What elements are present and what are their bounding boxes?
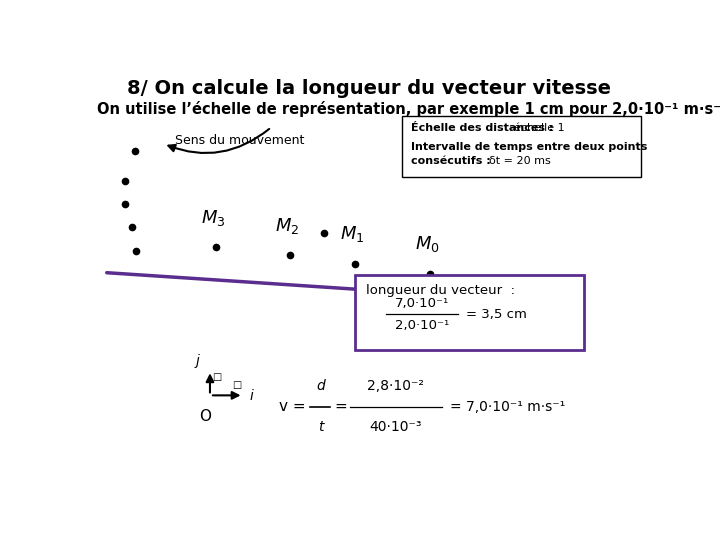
Text: consécutifs :: consécutifs : — [411, 156, 495, 166]
Text: d: d — [316, 379, 325, 393]
Text: Sens du mouvement: Sens du mouvement — [175, 134, 305, 147]
Text: □: □ — [233, 380, 241, 389]
Text: $M_{2}$: $M_{2}$ — [275, 215, 299, 235]
Text: Intervalle de temps entre deux points: Intervalle de temps entre deux points — [411, 142, 647, 152]
Text: $M_{3}$: $M_{3}$ — [200, 208, 225, 228]
Text: 2,0·10⁻¹: 2,0·10⁻¹ — [395, 320, 449, 333]
Text: 2,8·10⁻²: 2,8·10⁻² — [367, 379, 424, 393]
Text: t: t — [318, 420, 323, 434]
Text: □: □ — [212, 372, 222, 382]
Text: =: = — [334, 399, 347, 414]
Text: 8/ On calcule la longueur du vecteur vitesse: 8/ On calcule la longueur du vecteur vit… — [127, 79, 611, 98]
Text: 7,0·10⁻¹: 7,0·10⁻¹ — [395, 298, 449, 310]
Text: = 7,0·10⁻¹ m·s⁻¹: = 7,0·10⁻¹ m·s⁻¹ — [451, 400, 566, 414]
FancyBboxPatch shape — [402, 116, 642, 178]
Text: longueur du vecteur  :: longueur du vecteur : — [366, 284, 516, 296]
Text: On utilise l’échelle de représentation, par exemple 1 cm pour 2,0·10⁻¹ m·s⁻¹: On utilise l’échelle de représentation, … — [96, 102, 720, 117]
Text: = 3,5 cm: = 3,5 cm — [466, 308, 526, 321]
Text: $M_{0}$: $M_{0}$ — [415, 234, 440, 254]
Text: v =: v = — [279, 399, 305, 414]
Text: $M_{1}$: $M_{1}$ — [340, 225, 364, 245]
Text: Échelle des distances :: Échelle des distances : — [411, 123, 557, 133]
Text: 40·10⁻³: 40·10⁻³ — [369, 420, 422, 434]
Text: échelle 1: échelle 1 — [514, 123, 564, 133]
Text: i: i — [249, 389, 253, 403]
Text: O: O — [199, 409, 212, 424]
Text: δt = 20 ms: δt = 20 ms — [489, 156, 551, 166]
Text: j: j — [196, 354, 199, 368]
FancyBboxPatch shape — [355, 275, 584, 350]
